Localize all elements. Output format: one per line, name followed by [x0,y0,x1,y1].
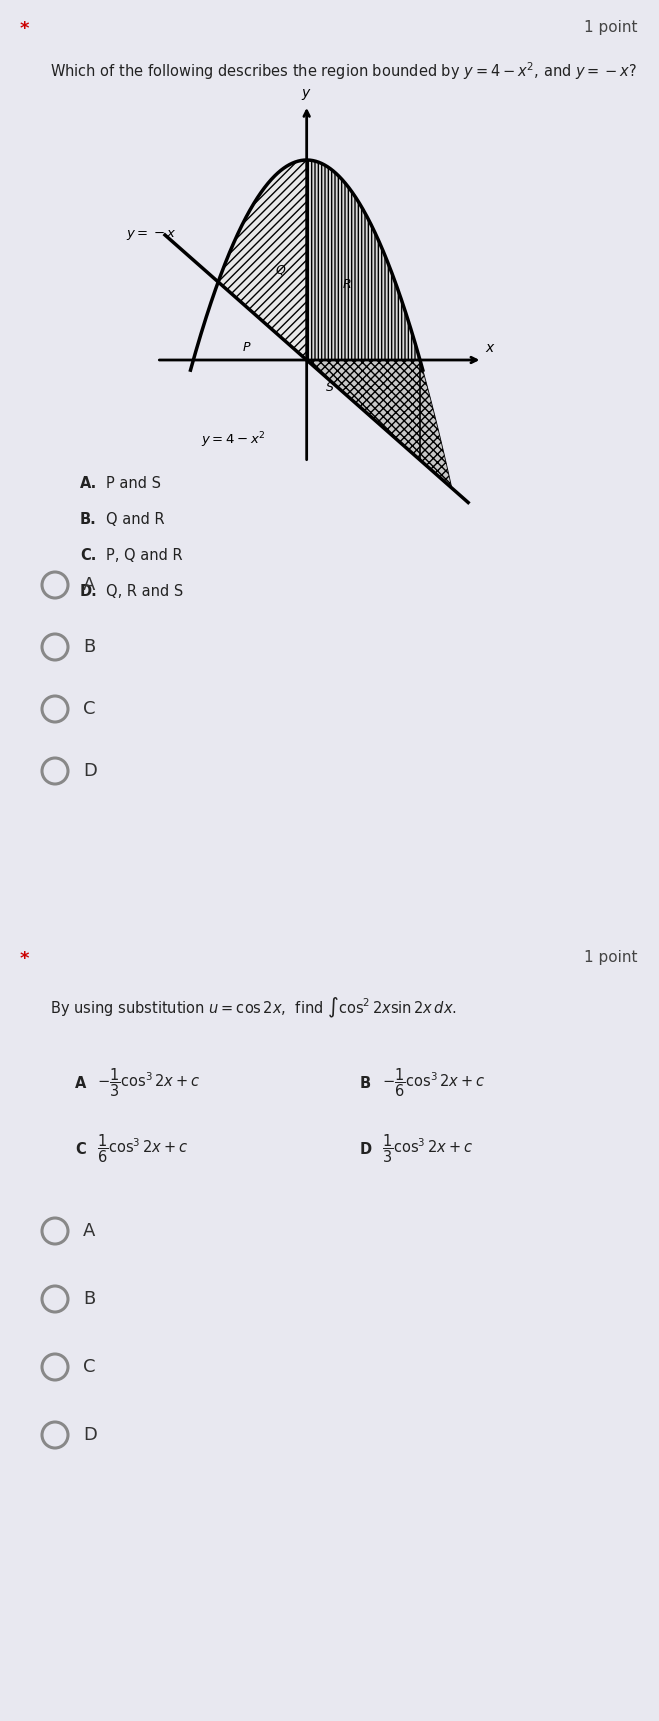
Text: $Q$: $Q$ [275,263,287,277]
Text: B: B [83,1291,96,1308]
Text: B: B [83,638,96,656]
Text: 1 point: 1 point [585,21,638,34]
Text: $R$: $R$ [341,279,351,291]
Text: C: C [83,700,96,718]
Text: $\dfrac{1}{3}\cos^3 2x+c$: $\dfrac{1}{3}\cos^3 2x+c$ [382,1132,473,1165]
Text: A.: A. [80,475,98,490]
Text: P, Q and R: P, Q and R [106,547,183,563]
Text: 1 point: 1 point [585,950,638,965]
Polygon shape [218,160,306,360]
Text: P and S: P and S [106,475,161,490]
Text: By using substitution $u=\cos 2x$,  find $\int\cos^2 2x\sin 2x\,dx$.: By using substitution $u=\cos 2x$, find … [50,996,457,1021]
Text: $x$: $x$ [485,341,496,355]
Text: $-\dfrac{1}{6}\cos^3 2x+c$: $-\dfrac{1}{6}\cos^3 2x+c$ [382,1067,485,1100]
Text: Q and R: Q and R [106,511,165,527]
Text: C: C [83,1358,96,1377]
Text: $\dfrac{1}{6}\cos^3 2x+c$: $\dfrac{1}{6}\cos^3 2x+c$ [97,1132,188,1165]
Text: *: * [20,950,30,967]
Text: *: * [20,21,30,38]
Text: B: B [360,1076,371,1091]
Text: A: A [83,577,96,594]
Polygon shape [306,360,452,489]
Text: $P$: $P$ [243,341,252,355]
Text: Q, R and S: Q, R and S [106,583,183,599]
Text: D.: D. [80,583,98,599]
Text: A: A [83,1222,96,1241]
Text: D: D [360,1141,372,1157]
Text: $y=4-x^2$: $y=4-x^2$ [201,430,265,449]
Text: Which of the following describes the region bounded by $y=4-x^2$, and $y=-x$?: Which of the following describes the reg… [50,60,637,81]
Text: $-\dfrac{1}{3}\cos^3 2x+c$: $-\dfrac{1}{3}\cos^3 2x+c$ [97,1067,200,1100]
Text: $S$: $S$ [325,380,334,394]
Text: D: D [83,762,97,780]
Text: C.: C. [80,547,96,563]
Text: D: D [83,1427,97,1444]
Text: $y=-x$: $y=-x$ [126,227,177,243]
Polygon shape [306,160,420,360]
Text: A: A [75,1076,86,1091]
Text: C: C [75,1141,86,1157]
Text: B.: B. [80,511,97,527]
Text: $y$: $y$ [301,88,312,103]
